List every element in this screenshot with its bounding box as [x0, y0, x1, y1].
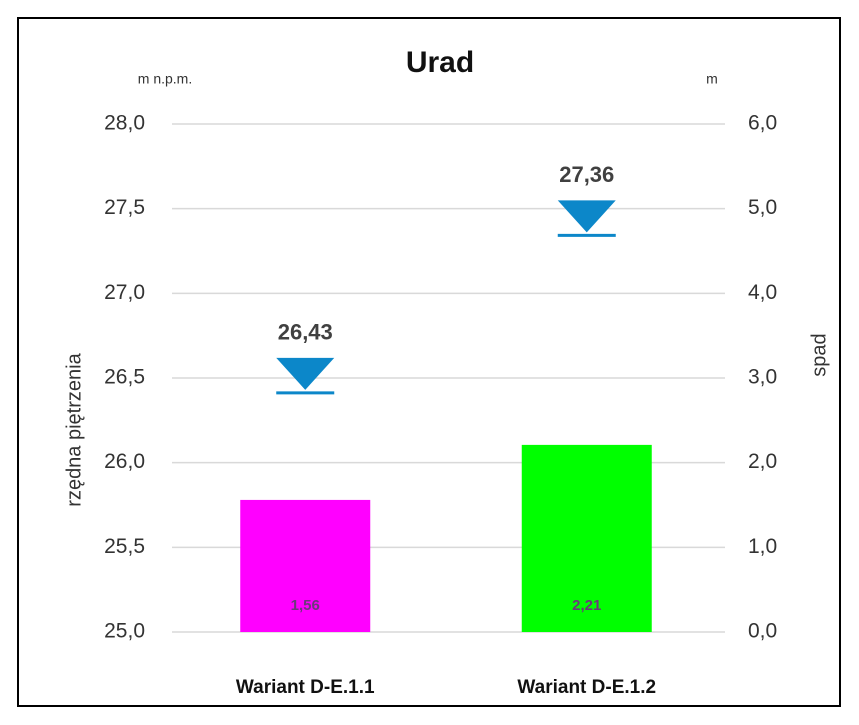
- y2-unit: m: [706, 71, 718, 87]
- y-tick-label: 26,5: [104, 366, 145, 389]
- y2-tick-label: 4,0: [748, 281, 777, 304]
- marker-value-label: 27,36: [559, 162, 614, 187]
- y-tick-label: 28,0: [104, 112, 145, 135]
- marker-value-label: 26,43: [278, 320, 333, 345]
- y-unit: m n.p.m.: [138, 71, 192, 87]
- y2-tick-label: 0,0: [748, 620, 777, 643]
- x-tick-label: Wariant D-E.1.1: [236, 677, 375, 698]
- y2-tick-label: 3,0: [748, 366, 777, 389]
- y-tick-label: 27,5: [104, 196, 145, 219]
- chart-border: [17, 17, 841, 707]
- y-axis-title: rzędna piętrzenia: [63, 352, 85, 506]
- bar: [521, 444, 652, 632]
- y2-tick-label: 2,0: [748, 450, 777, 473]
- y-tick-label: 25,0: [104, 620, 145, 643]
- y2-axis-title: spad: [808, 333, 830, 376]
- y-tick-label: 26,0: [104, 450, 145, 473]
- bar-value-label: 2,21: [572, 597, 601, 614]
- y2-tick-label: 5,0: [748, 196, 777, 219]
- level-marker: [557, 200, 616, 233]
- y2-tick-label: 1,0: [748, 535, 777, 558]
- bar: [240, 499, 371, 632]
- level-marker: [276, 357, 335, 390]
- y-tick-label: 25,5: [104, 535, 145, 558]
- y-tick-label: 27,0: [104, 281, 145, 304]
- chart-title: Urad: [406, 46, 474, 79]
- y2-tick-label: 6,0: [748, 112, 777, 135]
- x-tick-label: Wariant D-E.1.2: [517, 677, 656, 698]
- bar-value-label: 1,56: [291, 597, 320, 614]
